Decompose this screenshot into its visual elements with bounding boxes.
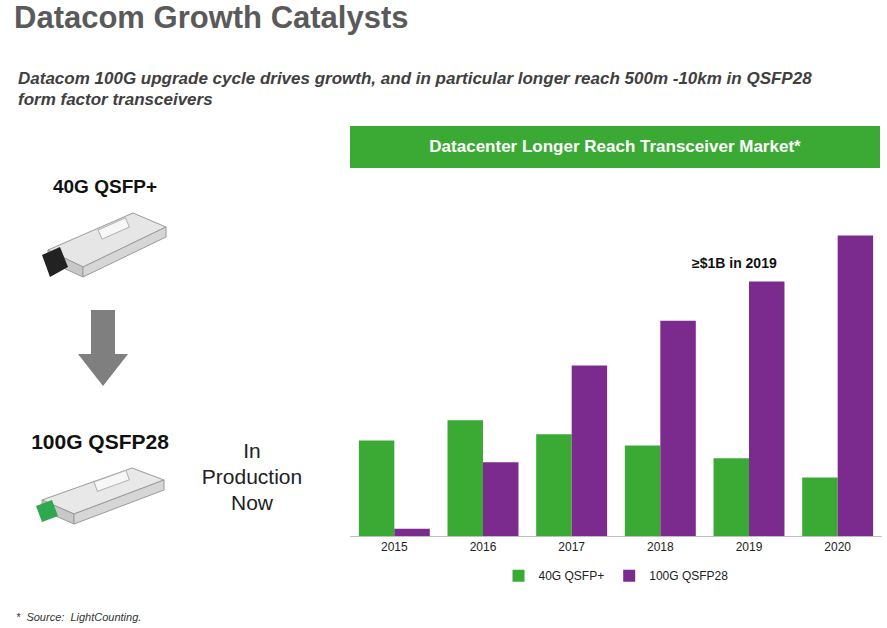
html-text:Production: Production [201,465,303,488]
svg-text:40G QSFP+: 40G QSFP+ [539,569,605,583]
svg-text:2017: 2017 [558,540,585,554]
html-text:Datacom 100G upgrade cycle dri: Datacom 100G upgrade cycle drives growth… [18,69,812,109]
html-text:100G QSFP28: 100G QSFP28 [31,430,169,453]
svg-text:2020: 2020 [824,540,851,554]
html-text:40G QSFP+: 40G QSFP+ [53,176,157,197]
html-text:In: In [243,439,261,462]
svg-text:2018: 2018 [647,540,674,554]
svg-text:100G QSFP28: 100G QSFP28 [649,569,728,583]
html-text:* Source: LightCounting.: * Source: LightCounting. [16,611,142,623]
svg-text:2019: 2019 [736,540,763,554]
svg-text:2016: 2016 [470,540,497,554]
html-text:Now: Now [231,491,273,514]
svg-text:≥$1B in 2019: ≥$1B in 2019 [692,255,777,271]
html-text:Datacenter Longer Reach Transc: Datacenter Longer Reach Transceiver Mark… [429,137,801,156]
html-text:Datacom Growth Catalysts: Datacom Growth Catalysts [14,0,409,35]
svg-text:2015: 2015 [381,540,408,554]
